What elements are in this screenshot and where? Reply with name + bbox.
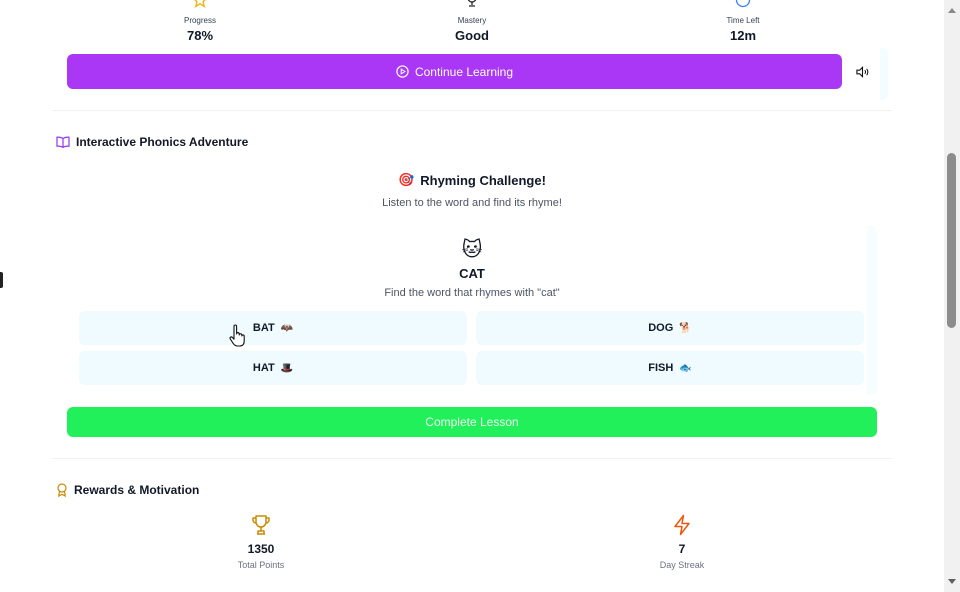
divider bbox=[52, 458, 892, 459]
option-bat-button[interactable]: BAT 🦇 bbox=[79, 311, 467, 345]
rewards-heading-text: Rewards & Motivation bbox=[74, 483, 200, 497]
stat-mastery-value: Good bbox=[455, 28, 489, 43]
phonics-heading-text: Interactive Phonics Adventure bbox=[76, 135, 249, 149]
stat-time-value: 12m bbox=[729, 28, 757, 43]
window-edge bbox=[0, 272, 3, 288]
cat-face-icon: 🐱 bbox=[461, 239, 483, 261]
lightning-icon bbox=[674, 514, 690, 536]
trophy-icon bbox=[467, 0, 477, 7]
reward-total-points: 1350 Total Points bbox=[181, 514, 341, 570]
word-panel bbox=[67, 225, 877, 395]
scroll-down-icon[interactable] bbox=[948, 579, 956, 584]
continue-learning-button[interactable]: Continue Learning bbox=[67, 54, 842, 89]
option-label: BAT bbox=[252, 322, 275, 334]
hat-icon: 🎩 bbox=[280, 362, 294, 374]
stat-progress: Progress 78% bbox=[130, 0, 270, 43]
challenge-subtitle: Listen to the word and find its rhyme! bbox=[382, 197, 562, 209]
star-icon bbox=[194, 0, 206, 8]
fish-icon: 🐟 bbox=[679, 362, 692, 374]
day-streak-value: 7 bbox=[678, 542, 686, 556]
total-points-value: 1350 bbox=[247, 542, 275, 556]
total-points-label: Total Points bbox=[237, 560, 285, 570]
day-streak-label: Day Streak bbox=[659, 560, 705, 570]
sound-button[interactable] bbox=[844, 54, 880, 89]
bat-icon: 🦇 bbox=[280, 322, 294, 334]
option-dog-button[interactable]: DOG 🐕 bbox=[476, 311, 864, 345]
stat-progress-value: 78% bbox=[186, 28, 214, 43]
vertical-scrollbar[interactable] bbox=[944, 0, 960, 592]
divider bbox=[52, 110, 892, 111]
stat-time-left: Time Left 12m bbox=[673, 0, 813, 43]
card-edge bbox=[880, 48, 888, 100]
trophy-icon bbox=[252, 515, 270, 535]
option-hat-button[interactable]: HAT 🎩 bbox=[79, 351, 467, 385]
word-hint: Find the word that rhymes with "cat" bbox=[384, 287, 560, 299]
scrollbar-thumb[interactable] bbox=[947, 153, 956, 328]
option-label: FISH bbox=[648, 362, 674, 374]
phonics-heading: Interactive Phonics Adventure bbox=[56, 135, 248, 149]
complete-lesson-button[interactable]: Complete Lesson bbox=[67, 407, 877, 437]
dog-icon: 🐕 bbox=[679, 322, 692, 334]
challenge-title-text: Rhyming Challenge! bbox=[420, 172, 546, 188]
reward-day-streak: 7 Day Streak bbox=[602, 514, 762, 570]
option-fish-button[interactable]: FISH 🐟 bbox=[476, 351, 864, 385]
target-word: CAT bbox=[459, 266, 485, 281]
scroll-up-icon[interactable] bbox=[948, 8, 956, 13]
stat-mastery: Mastery Good bbox=[402, 0, 542, 43]
stat-time-label: Time Left bbox=[726, 16, 760, 25]
hand-cursor-icon bbox=[229, 324, 245, 347]
speaker-icon bbox=[855, 65, 868, 78]
challenge-title: 🎯 Rhyming Challenge! bbox=[0, 172, 944, 188]
continue-learning-label: Continue Learning bbox=[414, 64, 514, 79]
rewards-heading: Rewards & Motivation bbox=[56, 483, 199, 497]
play-circle-icon bbox=[396, 65, 409, 78]
stat-progress-label: Progress bbox=[183, 16, 216, 25]
stat-mastery-label: Mastery bbox=[457, 16, 487, 25]
option-label: DOG bbox=[648, 322, 674, 334]
award-icon bbox=[57, 483, 67, 497]
option-label: HAT bbox=[252, 362, 275, 374]
target-icon: 🎯 bbox=[398, 172, 415, 187]
clock-icon bbox=[735, 0, 751, 8]
book-open-icon bbox=[56, 136, 70, 148]
